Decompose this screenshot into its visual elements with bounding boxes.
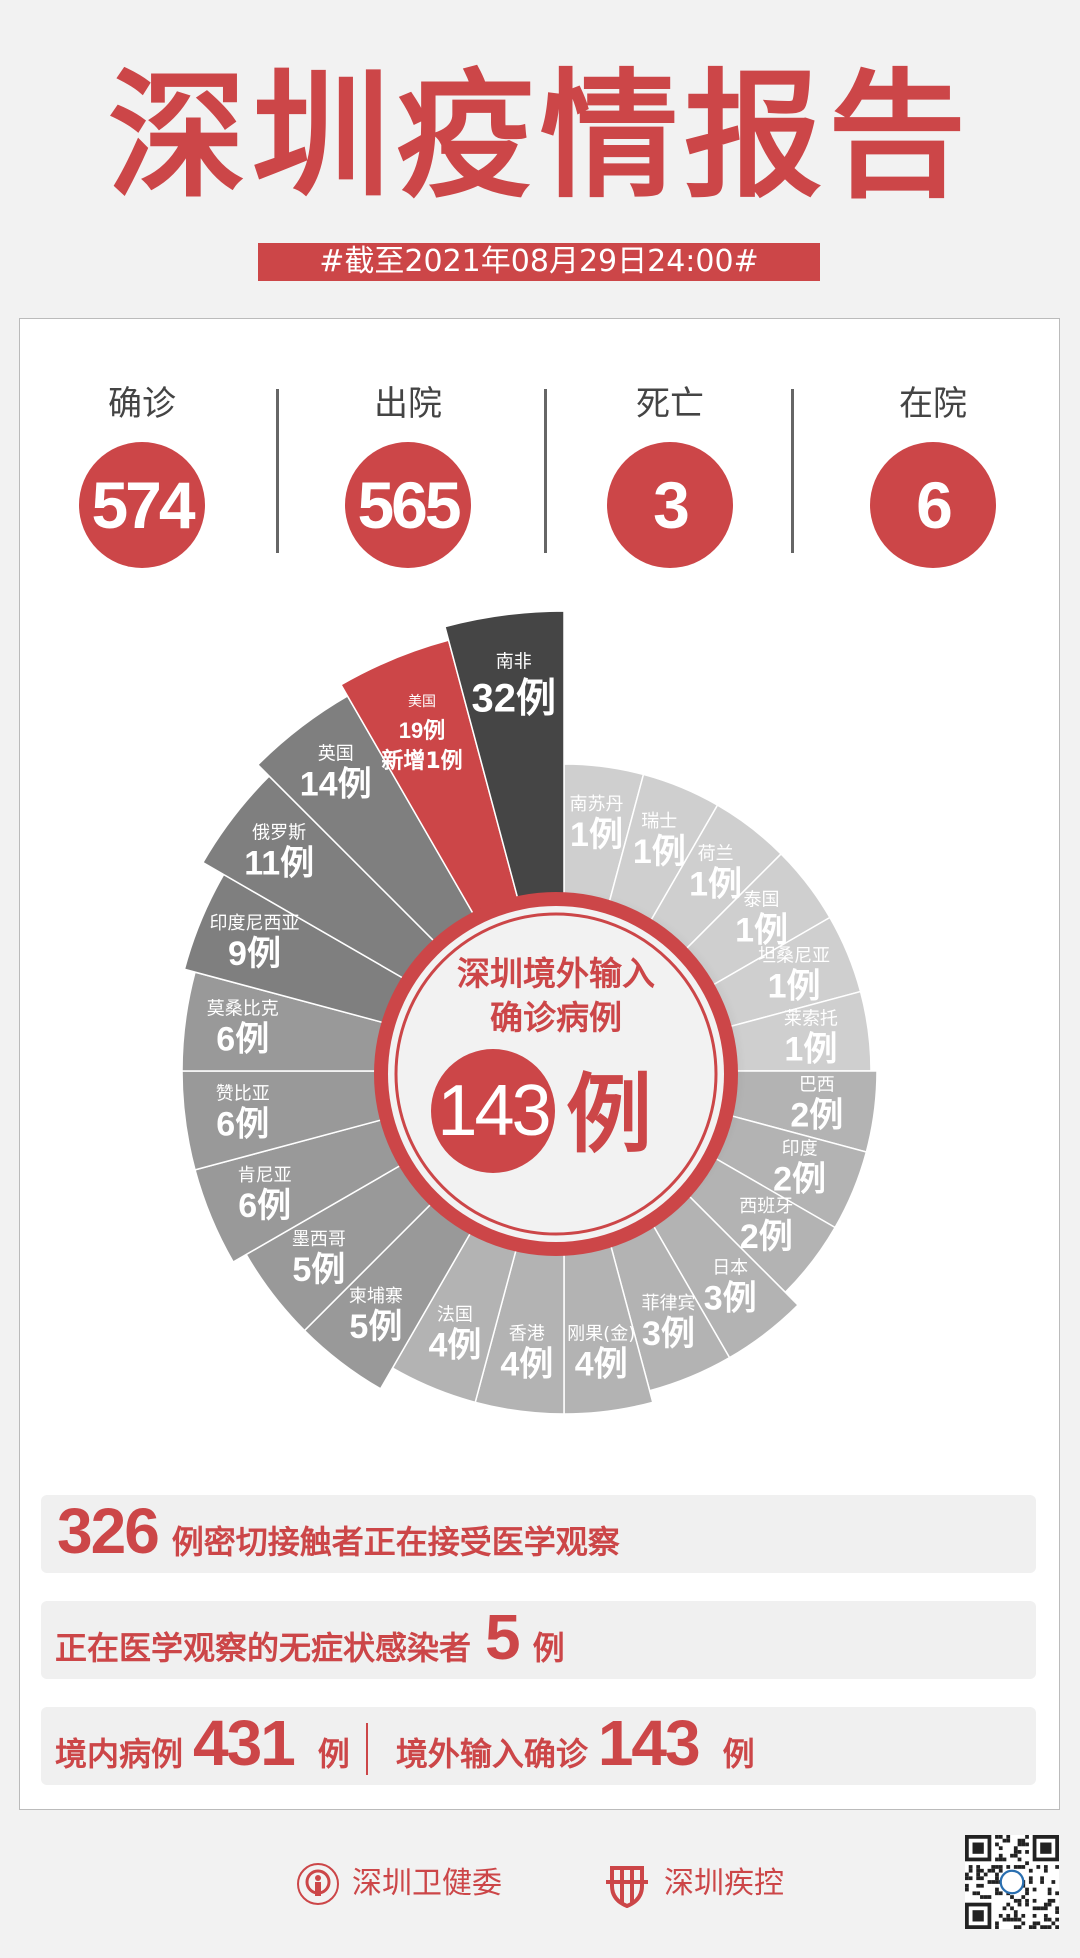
sector-label-name: 肯尼亚 <box>238 1165 292 1186</box>
sector-label-value: 3例 <box>704 1280 757 1318</box>
sector-label-value: 1例 <box>633 833 686 871</box>
contacts-value: 326 <box>57 1495 160 1567</box>
sector-label-name: 南苏丹 <box>570 794 624 815</box>
sector-label-name: 赞比亚 <box>216 1083 270 1104</box>
sector-label-name: 坦桑尼亚 <box>758 946 830 967</box>
stat-value: 3 <box>607 442 733 568</box>
local-label: 境内病例 <box>55 1735 184 1773</box>
sector-label-value: 5例 <box>349 1308 402 1346</box>
sector-label-value: 1例 <box>735 911 788 949</box>
sector-label-name: 莱索托 <box>784 1008 838 1029</box>
qr-code-icon[interactable] <box>965 1835 1059 1929</box>
sector-label-name: 瑞士 <box>641 811 677 832</box>
stat-discharged: 出院 565 <box>308 382 508 568</box>
sector-label-name: 刚果(金) <box>567 1324 635 1345</box>
divider <box>276 389 279 553</box>
org-health-commission: 深圳卫健委 <box>352 1866 502 1901</box>
stat-label: 出院 <box>374 384 442 424</box>
center-total-unit: 例 <box>566 1065 652 1165</box>
sector-label-value: 4例 <box>575 1346 628 1384</box>
asymptomatic-value: 5 <box>485 1601 521 1673</box>
stat-value: 565 <box>345 442 471 568</box>
sector-label-name: 俄罗斯 <box>252 822 306 843</box>
org-cdc: 深圳疾控 <box>664 1866 784 1901</box>
sector-label-value: 5例 <box>292 1251 345 1289</box>
sector-label-value: 2例 <box>790 1096 843 1134</box>
center-title-line: 深圳境外输入 <box>457 954 655 993</box>
sector-annotation: 新增1例 <box>381 748 462 774</box>
contacts-text: 例密切接触者正在接受医学观察 <box>171 1523 620 1561</box>
sector-label-name: 英国 <box>318 743 354 764</box>
sector-label-value: 6例 <box>238 1187 291 1225</box>
sector-label-name: 西班牙 <box>739 1196 793 1217</box>
sector-label-name: 墨西哥 <box>292 1229 346 1250</box>
stat-value: 574 <box>79 442 205 568</box>
sector-label-value: 9例 <box>228 935 281 973</box>
stat-hospitalized: 在院 6 <box>833 382 1033 568</box>
sector-label-value: 3例 <box>642 1315 695 1353</box>
sector-label-value: 4例 <box>428 1326 481 1364</box>
asymptomatic-unit: 例 <box>532 1629 565 1667</box>
sector-label-name: 美国 <box>408 694 436 710</box>
center-inner-ring <box>394 912 718 1236</box>
sector-label-value: 14例 <box>300 765 372 803</box>
sector-label-value: 11例 <box>244 844 314 882</box>
sector-label-name: 印度 <box>782 1139 818 1160</box>
stat-value: 6 <box>870 442 996 568</box>
local-value: 431 <box>193 1707 296 1779</box>
center-total: 143 <box>431 1049 555 1173</box>
stat-label: 死亡 <box>636 384 704 424</box>
stat-deaths: 死亡 3 <box>570 382 770 568</box>
date-banner: #截至2021年08月29日24:00# <box>258 243 820 281</box>
sector-label-value: 1例 <box>570 816 623 854</box>
sector-label-value: 6例 <box>216 1021 269 1059</box>
sector-label-name: 香港 <box>509 1324 545 1345</box>
sector-label-name: 巴西 <box>799 1074 835 1095</box>
sector-label-name: 莫桑比克 <box>207 999 279 1020</box>
imported-unit: 例 <box>722 1735 755 1773</box>
stat-confirmed: 确诊 574 <box>42 382 242 568</box>
sector-label-value: 1例 <box>689 865 742 903</box>
center-title: 深圳境外输入 确诊病例 <box>406 952 706 1040</box>
sector-label-value: 4例 <box>500 1346 553 1384</box>
imported-label: 境外输入确诊 <box>395 1735 588 1773</box>
asymptomatic-text: 正在医学观察的无症状感染者 <box>55 1629 472 1667</box>
sector-label-value: 1例 <box>784 1030 837 1068</box>
stat-label: 在院 <box>899 384 967 424</box>
sector-label-value: 32例 <box>471 676 556 720</box>
sector-label-name: 南非 <box>496 651 532 672</box>
sector-label-name: 法国 <box>437 1304 473 1325</box>
sector-label-value: 19例 <box>399 718 445 743</box>
sector-label-value: 2例 <box>740 1218 793 1256</box>
sector-label-name: 日本 <box>712 1258 748 1279</box>
cdc-logo-icon <box>606 1866 648 1908</box>
asymptomatic-box: 正在医学观察的无症状感染者 5 例 <box>41 1601 1036 1679</box>
local-unit: 例 <box>317 1735 350 1773</box>
health-commission-logo-icon <box>297 1863 339 1905</box>
sector-label-value: 6例 <box>216 1105 269 1143</box>
cases-breakdown-box: 境内病例 431 例 境外输入确诊 143 例 <box>41 1707 1036 1785</box>
sector-label-name: 印度尼西亚 <box>210 913 300 934</box>
divider <box>791 389 794 553</box>
center-title-line: 确诊病例 <box>490 998 622 1037</box>
divider <box>544 389 547 553</box>
stat-label: 确诊 <box>108 384 176 424</box>
divider <box>365 1723 368 1775</box>
contacts-box: 326 例密切接触者正在接受医学观察 <box>41 1495 1036 1573</box>
page-title: 深圳疫情报告 <box>107 56 972 217</box>
sector-label-value: 1例 <box>768 968 821 1006</box>
sector-label-name: 柬埔寨 <box>349 1286 403 1307</box>
sector-label-name: 泰国 <box>744 889 780 910</box>
sector-label-value: 2例 <box>773 1161 826 1199</box>
sector-label-name: 荷兰 <box>698 843 734 864</box>
sector-label-name: 菲律宾 <box>641 1293 695 1314</box>
imported-value: 143 <box>597 1707 701 1779</box>
